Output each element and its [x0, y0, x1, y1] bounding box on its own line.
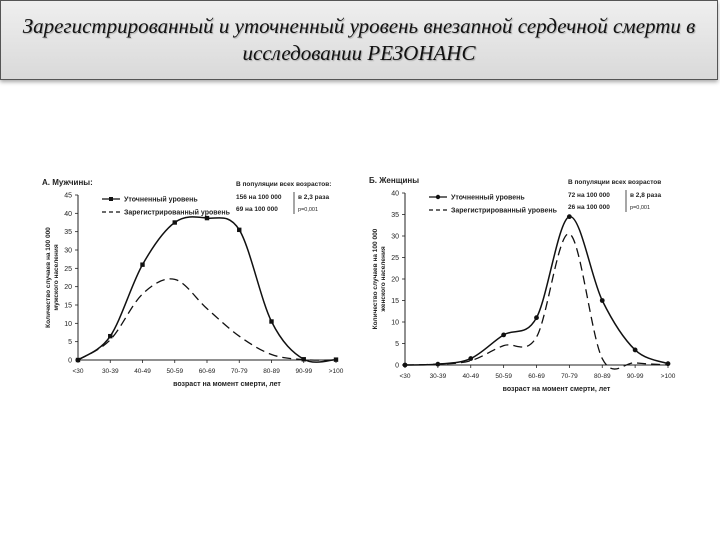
x-tick-label: 40-49	[134, 368, 151, 375]
legend-label: Зарегистрированный уровень	[451, 207, 558, 215]
x-tick-label: 40-49	[462, 373, 479, 380]
y-tick-label: 10	[64, 321, 72, 328]
series-point	[269, 319, 274, 324]
series-line-2	[404, 233, 669, 370]
y-axis-label: Количество случаев на 100 000 мужского на…	[45, 227, 60, 328]
y-tick-label: 0	[395, 363, 399, 370]
chart-panel-2: Б. Женщины 0 5 10 15 20 25 30 35 40 <30 30-39 40-49 5…	[369, 176, 676, 393]
x-tick-label: 80-89	[594, 373, 611, 380]
y-axis-label-line-1: Количество случаев на 100 000	[372, 228, 379, 329]
x-tick-label: 30-39	[102, 368, 119, 375]
stats-header: В популяции всех возрастов	[568, 179, 661, 186]
series-line-1	[404, 215, 669, 366]
series-point	[204, 215, 210, 221]
stats-line-2: 69 на 100 000	[236, 206, 278, 213]
y-tick-label: 35	[64, 229, 72, 236]
y-tick-label: 20	[64, 284, 72, 291]
legend-label: Уточненный уровень	[451, 194, 525, 202]
y-tick-label: 10	[391, 320, 399, 327]
x-tick-label: 80-89	[263, 368, 280, 375]
x-tick-label: 50-59	[166, 368, 183, 375]
panel-title: А. Мужчины:	[42, 178, 93, 187]
y-tick-label: 15	[64, 303, 72, 310]
y-tick-label: 15	[391, 298, 399, 305]
y-tick-label: 25	[64, 266, 72, 273]
x-tick-label: 60-69	[528, 373, 545, 380]
y-axis-label: Количество случаев на 100 000 женского на…	[372, 228, 387, 329]
x-tick-label: <30	[72, 368, 83, 375]
stats-line-1: 156 на 100 000	[236, 194, 282, 201]
series-point	[172, 220, 177, 225]
y-tick-label: 45	[64, 193, 72, 200]
y-tick-label: 35	[391, 212, 399, 219]
y-tick-label: 25	[391, 255, 399, 262]
y-axis-label-line-1: Количество случаев на 100 000	[45, 227, 52, 328]
series-point	[237, 227, 242, 233]
x-tick-label: 90-99	[295, 368, 312, 375]
x-tick-label: 70-79	[561, 373, 578, 380]
x-tick-label: 60-69	[199, 368, 216, 375]
series-line-1	[77, 216, 337, 363]
panel-title: Б. Женщины	[369, 176, 419, 185]
x-axis-label: возраст на момент смерти, лет	[173, 381, 281, 388]
series-line-2	[77, 278, 337, 361]
series-point	[501, 332, 507, 338]
legend-label: Уточненный уровень	[124, 196, 198, 204]
stats-line-1: 72 на 100 000	[568, 192, 610, 199]
x-tick-label: >100	[661, 373, 676, 380]
y-axis-label-line-2: мужского населения	[53, 244, 60, 310]
series-point	[333, 357, 339, 362]
series-point	[108, 333, 113, 339]
y-tick-label: 20	[391, 277, 399, 284]
stats-p-value: p=0,001	[630, 205, 650, 211]
y-tick-label: 40	[391, 191, 399, 198]
series-point	[140, 262, 145, 267]
x-tick-label: 90-99	[627, 373, 644, 380]
legend-marker	[109, 197, 113, 201]
stats-p-value: p=0,001	[298, 207, 318, 213]
stats-ratio: в 2,8 раза	[630, 192, 661, 199]
chart-panel-1: А. Мужчины: 0 5 10 15 20 25 30 35 40 45 <30 30-39 40-…	[42, 178, 344, 388]
series-point	[534, 315, 539, 321]
series-point	[632, 347, 638, 353]
slide-title-box: Зарегистрированный и уточненный уровень …	[0, 0, 718, 80]
x-tick-label: 50-59	[495, 373, 512, 380]
slide-title-line-1: Зарегистрированный и уточненный уровень …	[22, 14, 696, 38]
x-tick-label: 30-39	[430, 373, 447, 380]
series-point	[468, 356, 474, 361]
y-tick-label: 5	[395, 341, 399, 348]
x-tick-label: 70-79	[231, 368, 248, 375]
y-tick-label: 30	[391, 234, 399, 241]
y-axis-label-line-2: женского населения	[380, 246, 387, 313]
legend-marker	[435, 194, 441, 200]
stats-ratio: в 2,3 раза	[298, 194, 329, 201]
series-point	[566, 214, 572, 220]
legend-label: Зарегистрированный уровень	[124, 209, 231, 217]
stats-line-2: 26 на 100 000	[568, 204, 610, 211]
x-tick-label: >100	[329, 368, 344, 375]
stats-header: В популяции всех возрастов:	[236, 181, 331, 188]
y-tick-label: 40	[64, 211, 72, 218]
y-tick-label: 30	[64, 248, 72, 255]
y-tick-label: 0	[68, 358, 72, 365]
x-tick-label: <30	[399, 373, 410, 380]
slide-title-line-2: исследовании РЕЗОНАНС	[242, 41, 476, 65]
slide-title: Зарегистрированный и уточненный уровень …	[11, 13, 707, 67]
x-axis-label: возраст на момент смерти, лет	[503, 386, 611, 393]
series-point	[599, 298, 605, 303]
y-tick-label: 5	[68, 339, 72, 346]
